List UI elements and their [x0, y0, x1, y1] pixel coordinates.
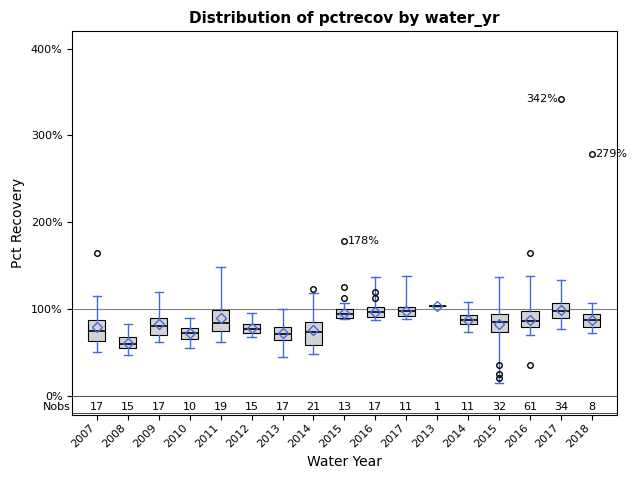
Text: 34: 34 — [554, 402, 568, 412]
Text: 279%: 279% — [595, 149, 627, 159]
Text: 17: 17 — [90, 402, 104, 412]
Text: 11: 11 — [399, 402, 413, 412]
PathPatch shape — [212, 310, 229, 331]
Text: 15: 15 — [244, 402, 259, 412]
Text: 17: 17 — [368, 402, 382, 412]
Text: 61: 61 — [523, 402, 537, 412]
Text: 32: 32 — [492, 402, 506, 412]
PathPatch shape — [460, 315, 477, 324]
Text: 21: 21 — [307, 402, 321, 412]
Text: 1: 1 — [434, 402, 441, 412]
PathPatch shape — [243, 324, 260, 333]
Text: 17: 17 — [275, 402, 289, 412]
PathPatch shape — [336, 309, 353, 318]
Text: 11: 11 — [461, 402, 475, 412]
PathPatch shape — [490, 314, 508, 332]
PathPatch shape — [274, 327, 291, 340]
X-axis label: Water Year: Water Year — [307, 455, 382, 469]
PathPatch shape — [119, 336, 136, 348]
PathPatch shape — [181, 328, 198, 339]
PathPatch shape — [367, 307, 384, 317]
PathPatch shape — [522, 312, 538, 327]
Text: 8: 8 — [588, 402, 595, 412]
Title: Distribution of pctrecov by water_yr: Distribution of pctrecov by water_yr — [189, 11, 500, 27]
PathPatch shape — [552, 303, 570, 318]
Text: 19: 19 — [214, 402, 228, 412]
Y-axis label: Pct Recovery: Pct Recovery — [11, 178, 25, 268]
Text: 15: 15 — [121, 402, 135, 412]
PathPatch shape — [150, 318, 167, 335]
Text: 10: 10 — [182, 402, 196, 412]
Text: Nobs: Nobs — [43, 402, 70, 412]
Text: 17: 17 — [152, 402, 166, 412]
Text: 178%: 178% — [348, 236, 380, 246]
PathPatch shape — [397, 307, 415, 316]
Text: 13: 13 — [337, 402, 351, 412]
PathPatch shape — [88, 320, 106, 341]
PathPatch shape — [305, 322, 322, 345]
PathPatch shape — [583, 314, 600, 327]
Text: 342%: 342% — [526, 94, 558, 104]
